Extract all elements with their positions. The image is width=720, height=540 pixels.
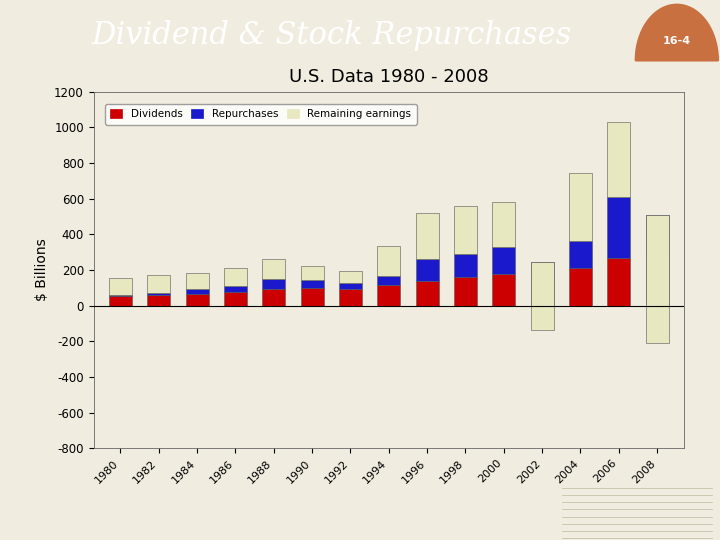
- Bar: [569, 241, 592, 268]
- Bar: [262, 259, 285, 279]
- Bar: [339, 284, 362, 289]
- Bar: [531, 262, 554, 330]
- Bar: [454, 254, 477, 277]
- Bar: [492, 247, 516, 274]
- Bar: [415, 281, 438, 306]
- Bar: [646, 215, 669, 254]
- Bar: [646, 215, 669, 343]
- Bar: [109, 295, 132, 296]
- Bar: [339, 271, 362, 284]
- Bar: [148, 295, 170, 306]
- Bar: [148, 275, 170, 293]
- Text: 16-4: 16-4: [662, 37, 691, 46]
- Bar: [492, 202, 516, 247]
- Bar: [531, 276, 554, 306]
- Bar: [186, 289, 209, 294]
- Bar: [301, 280, 323, 288]
- Bar: [415, 213, 438, 259]
- Bar: [454, 206, 477, 254]
- Bar: [186, 273, 209, 289]
- Bar: [608, 197, 630, 258]
- Bar: [224, 268, 247, 286]
- Bar: [224, 286, 247, 292]
- Bar: [646, 254, 669, 306]
- Text: Dividend & Stock Repurchases: Dividend & Stock Repurchases: [91, 19, 572, 51]
- Bar: [569, 268, 592, 306]
- Bar: [109, 278, 132, 295]
- Bar: [262, 279, 285, 289]
- Bar: [109, 296, 132, 306]
- Y-axis label: $ Billions: $ Billions: [35, 239, 48, 301]
- Bar: [377, 276, 400, 285]
- Legend: Dividends, Repurchases, Remaining earnings: Dividends, Repurchases, Remaining earnin…: [104, 104, 417, 125]
- Bar: [377, 285, 400, 306]
- Bar: [377, 246, 400, 276]
- Bar: [531, 262, 554, 276]
- Bar: [262, 289, 285, 306]
- Bar: [569, 173, 592, 241]
- Polygon shape: [635, 4, 719, 60]
- Bar: [301, 266, 323, 280]
- Bar: [224, 292, 247, 306]
- Bar: [492, 274, 516, 306]
- Title: U.S. Data 1980 - 2008: U.S. Data 1980 - 2008: [289, 68, 489, 86]
- Bar: [608, 122, 630, 197]
- Bar: [186, 294, 209, 306]
- Bar: [454, 277, 477, 306]
- Bar: [301, 288, 323, 306]
- Bar: [148, 293, 170, 295]
- Bar: [339, 289, 362, 306]
- Bar: [415, 259, 438, 281]
- Bar: [608, 258, 630, 306]
